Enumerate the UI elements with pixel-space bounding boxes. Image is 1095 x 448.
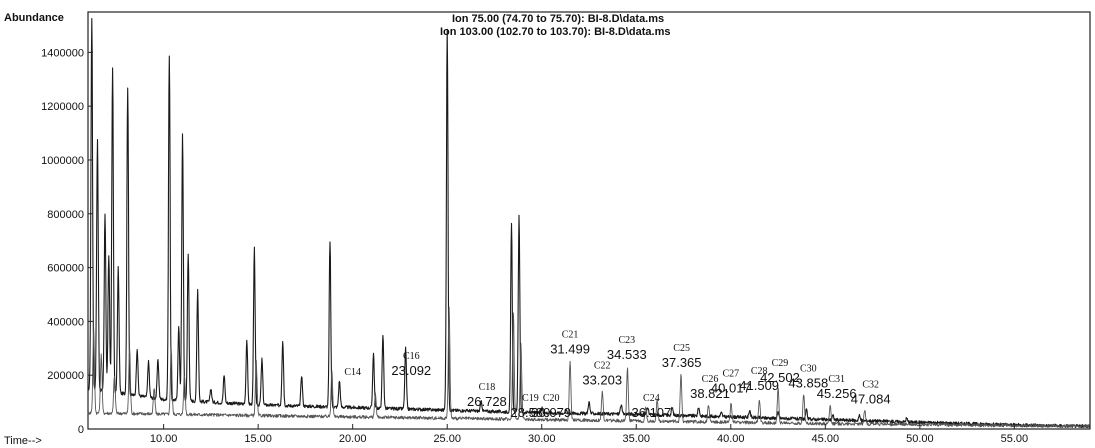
y-tick-label: 800000	[47, 209, 84, 221]
peak-retention-time: 28.580	[511, 405, 551, 420]
y-tick-label: 0	[78, 424, 84, 436]
peak-label: C16	[403, 351, 420, 362]
peak-retention-time: 31.499	[550, 342, 590, 357]
peak-retention-time: 40.017	[711, 381, 751, 396]
peak-label: C28	[751, 366, 768, 377]
peak-label: C23	[618, 335, 635, 346]
series-line-ion-75	[87, 18, 1091, 429]
peak-label: C29	[772, 358, 789, 369]
peak-label: C30	[800, 363, 817, 374]
y-axis-ticks: 0 200000 400000 600000 800000 1000000 1200000 1…	[41, 47, 93, 436]
x-tick-label: 10.00	[150, 433, 178, 445]
x-tick-label: 45.00	[812, 433, 840, 445]
peak-label: C26	[702, 374, 719, 385]
peak-retention-time: 30.079	[531, 405, 571, 420]
peak-retention-time: 34.533	[607, 347, 647, 362]
x-tick-label: 30.00	[528, 433, 556, 445]
x-tick-label: 55.00	[1001, 433, 1029, 445]
peak-retention-time: 26.728	[467, 394, 507, 409]
y-tick-label: 600000	[47, 263, 84, 275]
y-tick-label: 1200000	[41, 101, 84, 113]
x-tick-label: 40.00	[717, 433, 745, 445]
peak-label: C21	[562, 330, 579, 341]
x-tick-label: 35.00	[622, 433, 650, 445]
traces-layer	[87, 18, 1091, 429]
peak-retention-time: 38.821	[690, 386, 730, 401]
peak-label: C27	[722, 369, 739, 380]
peak-retention-time: 45.256	[817, 386, 857, 401]
x-axis-label: Time-->	[4, 435, 42, 447]
y-tick-label: 200000	[47, 370, 84, 382]
x-axis-ticks: 10.00 15.00 20.00 25.00 30.00 35.00 40.00 45.00…	[150, 424, 1028, 445]
x-tick-label: 50.00	[906, 433, 934, 445]
peak-retention-time: 41.509	[739, 378, 779, 393]
y-axis-label: Abundance	[4, 12, 64, 24]
peak-label: C14	[344, 367, 361, 378]
peak-retention-time: 37.365	[662, 355, 702, 370]
peak-label: C20	[543, 393, 560, 404]
peak-retention-time: 33.203	[582, 373, 622, 388]
legend-entry-ion-75: Ion 75.00 (74.70 to 75.70): BI-8.D\data.…	[452, 13, 664, 25]
peak-label: C25	[673, 343, 690, 354]
y-tick-label: 1400000	[41, 47, 84, 59]
peak-label: C18	[479, 382, 496, 393]
x-tick-label: 15.00	[244, 433, 272, 445]
y-tick-label: 400000	[47, 316, 84, 328]
peak-retention-time: 43.858	[788, 375, 828, 390]
legend-entry-ion-103: Ion 103.00 (102.70 to 103.70): BI-8.D\da…	[440, 26, 671, 38]
peak-retention-time: 36.107	[632, 405, 672, 420]
series-line-ion-103	[87, 306, 1090, 429]
plot-frame	[87, 11, 1091, 430]
peak-label: C24	[643, 393, 660, 404]
peak-label: C22	[594, 361, 611, 372]
peak-retention-time: 47.084	[851, 391, 891, 406]
peak-label: C31	[828, 374, 845, 385]
y-tick-label: 1000000	[41, 155, 84, 167]
x-tick-label: 25.00	[433, 433, 461, 445]
x-tick-label: 20.00	[339, 433, 367, 445]
peak-label: C32	[862, 379, 879, 390]
peak-retention-time: 23.092	[391, 363, 431, 378]
peak-retention-time: 42.502	[760, 370, 800, 385]
peak-label: C19	[522, 393, 539, 404]
